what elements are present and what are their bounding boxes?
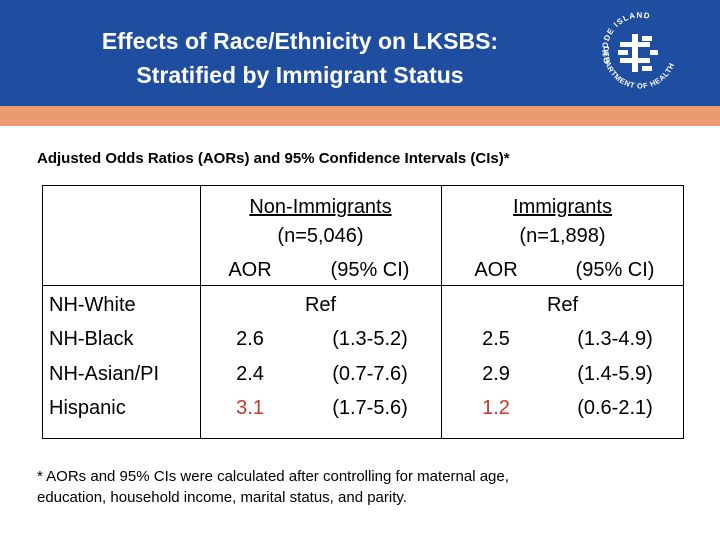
ci-non-immigrants-hispanic: (1.7-5.6) [332,397,408,419]
table-header-divider [42,285,684,286]
table-divider-label-column [200,185,201,439]
footnote-line2: education, household income, marital sta… [37,489,407,506]
aor-non-immigrants-hispanic: 3.1 [236,397,264,419]
group-n-non-immigrants: (n=5,046) [277,225,364,247]
group-header-immigrants: Immigrants [513,196,612,218]
header-stripe [0,106,720,126]
ci-immigrants-nh-asian-pi: (1.4-5.9) [577,363,653,385]
footnote: * AORs and 95% CIs were calculated after… [37,466,687,508]
row-label-nh-black: NH-Black [49,328,134,350]
results-table [42,185,684,439]
ref-immigrants: Ref [546,294,579,316]
ci-non-immigrants-nh-asian-pi: (0.7-7.6) [332,363,408,385]
ci-immigrants-hispanic: (0.6-2.1) [577,397,653,419]
group-n-immigrants: (n=1,898) [519,225,606,247]
slide-title-line2: Stratified by Immigrant Status [136,62,464,88]
aor-non-immigrants-nh-black: 2.6 [236,328,264,350]
aor-immigrants-nh-asian-pi: 2.9 [482,363,510,385]
slide-title: Effects of Race/Ethnicity on LKSBS: Stra… [20,24,580,92]
aor-immigrants-hispanic: 1.2 [482,397,510,419]
ri-department-of-health-logo-icon: RHODE ISLAND DEPARTMENT OF HEALTH [601,11,676,91]
row-label-nh-asian-pi: NH-Asian/PI [49,363,160,385]
col-header-aor-non-immigrants: AOR [228,259,272,281]
logo-emblem [618,34,658,72]
col-header-aor-immigrants: AOR [474,259,518,281]
col-header-ci-immigrants: (95% CI) [575,259,655,281]
group-header-non-immigrants: Non-Immigrants [249,196,392,218]
col-header-ci-non-immigrants: (95% CI) [330,259,410,281]
ref-non-immigrants: Ref [304,294,337,316]
row-label-nh-white: NH-White [49,294,136,316]
ci-immigrants-nh-black: (1.3-4.9) [577,328,653,350]
ci-non-immigrants-nh-black: (1.3-5.2) [332,328,408,350]
aor-immigrants-nh-black: 2.5 [482,328,510,350]
table-subtitle: Adjusted Odds Ratios (AORs) and 95% Conf… [37,150,510,167]
table-divider-group-column [441,185,442,439]
slide-title-line1: Effects of Race/Ethnicity on LKSBS: [101,28,499,54]
aor-non-immigrants-nh-asian-pi: 2.4 [236,363,264,385]
footnote-line1: * AORs and 95% CIs were calculated after… [37,468,509,485]
header-band: Effects of Race/Ethnicity on LKSBS: Stra… [0,0,720,106]
logo-bottom-text: DEPARTMENT OF HEALTH [601,46,675,91]
row-label-hispanic: Hispanic [49,397,126,419]
svg-text:DEPARTMENT OF HEALTH: DEPARTMENT OF HEALTH [601,46,676,91]
